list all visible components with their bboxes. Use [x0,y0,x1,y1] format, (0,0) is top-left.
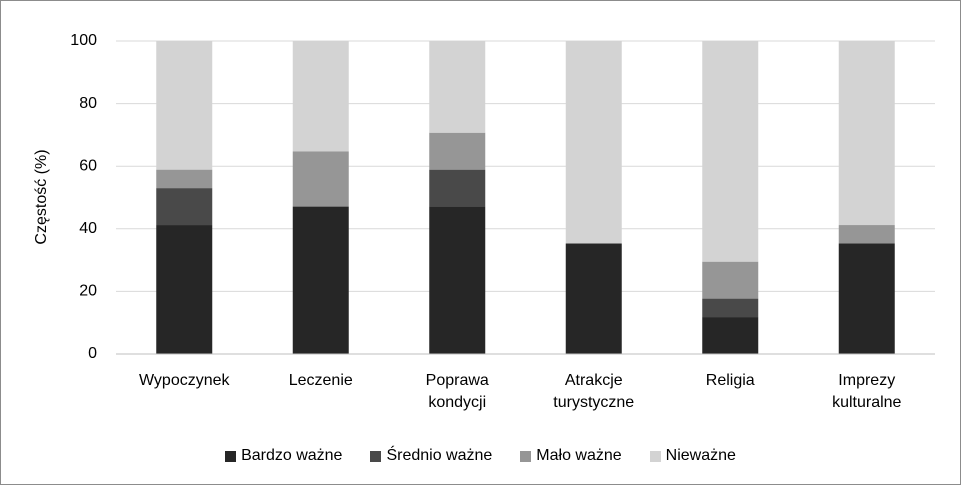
x-tick-label: Wypoczynek [138,372,230,389]
bar-segment [292,151,349,207]
legend-label: Nieważne [665,447,736,464]
bar-segment [838,243,895,354]
legend-swatch [520,450,532,462]
y-axis-label: Częstość (%) [33,149,50,244]
x-tick-label: Imprezy kulturalne [832,372,902,411]
bar-segment [429,169,486,207]
bar-segment [838,41,895,226]
y-tick-label: 100 [70,32,97,49]
bar-segment [565,243,622,354]
bar-segment [429,132,486,170]
legend-item: Mało ważne [520,447,622,465]
legend-item: Średnio ważne [370,447,492,465]
legend: Bardzo ważne Średnio ważne Mało ważne Niewa… [0,447,961,465]
legend-label: Bardzo ważne [241,447,343,464]
bar-segment [702,261,759,299]
bar-segment [429,206,486,354]
legend-label: Mało ważne [536,447,622,464]
bar-segment [702,41,759,262]
x-tick-label: Atrakcje turystyczne [553,372,635,411]
legend-item: Bardzo ważne [225,447,342,465]
y-tick-label: 20 [79,283,97,300]
y-tick-label: 0 [88,345,97,362]
bar-segment [838,225,895,244]
y-tick-label: 80 [79,95,97,112]
bar-segment [702,298,759,318]
legend-swatch [225,450,237,462]
bar-segment [156,225,213,354]
bar-segment [429,41,486,133]
bar-segment [156,188,213,226]
bar-segment [702,317,759,354]
legend-label: Średnio ważne [386,447,493,464]
x-tick-label: Religia [705,372,755,389]
legend-item: Nieważne [649,447,736,465]
bar-segment [292,206,349,354]
bar-segment [156,41,213,170]
bar-segment [565,41,622,244]
x-tick-label: Poprawa kondycji [425,372,489,411]
legend-swatch [649,450,661,462]
y-tick-label: 60 [79,157,97,174]
x-tick-label: Leczenie [288,372,353,389]
bar-segment [156,169,213,189]
legend-swatch [370,450,382,462]
y-tick-label: 40 [79,220,97,237]
bar-segment [292,41,349,152]
